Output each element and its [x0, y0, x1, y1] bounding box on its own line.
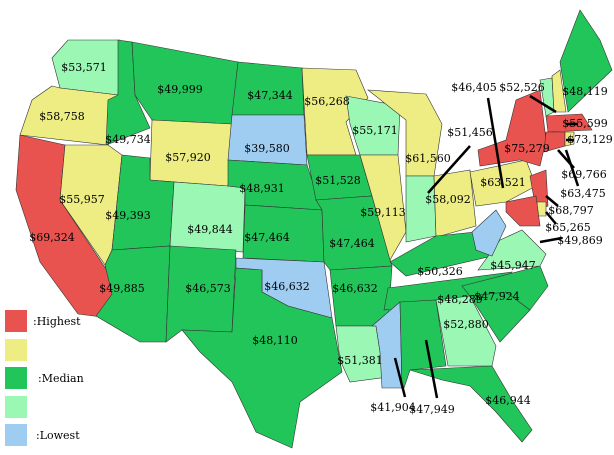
state-label: $56,268	[304, 95, 350, 108]
state-label: $50,326	[417, 265, 463, 278]
state	[471, 209, 507, 257]
callout-line	[539, 236, 563, 244]
state-label: $49,885	[99, 282, 145, 295]
state-label: $55,957	[59, 193, 105, 206]
state-label: $48,119	[562, 85, 608, 98]
state-label: $65,265	[545, 221, 591, 234]
state-label: $58,758	[39, 110, 85, 123]
state-label: $68,797	[548, 204, 594, 217]
state	[405, 175, 437, 243]
legend-label: :Lowest	[36, 429, 80, 442]
state-label: $47,464	[244, 231, 290, 244]
state-label: $46,405	[451, 81, 497, 94]
state-label: $47,924	[474, 290, 520, 303]
state-label: $46,632	[264, 280, 310, 293]
state-label: $52,526	[499, 81, 545, 94]
callout-line	[393, 357, 407, 398]
state-label: $39,580	[244, 142, 290, 155]
state-label: $47,344	[247, 89, 293, 102]
state-label: $45,947	[490, 259, 536, 272]
state-label: $75,279	[504, 142, 550, 155]
state-label: $51,528	[315, 174, 361, 187]
callout-line	[564, 149, 580, 187]
legend-swatch	[5, 396, 27, 418]
state-label: $59,113	[360, 206, 406, 219]
state-label: $69,324	[29, 231, 75, 244]
state-label: $73,129	[567, 133, 613, 146]
state-label: $47,464	[329, 237, 375, 250]
state-label: $46,632	[332, 282, 378, 295]
state	[435, 295, 497, 367]
state-label: $47,949	[409, 403, 455, 416]
callout-line	[529, 94, 557, 114]
state-label: $49,844	[187, 223, 233, 236]
state	[169, 181, 246, 253]
state	[359, 154, 407, 261]
legend-swatch	[5, 339, 27, 361]
callout-line	[486, 97, 505, 189]
state-label: $49,734	[105, 133, 151, 146]
state-label: $48,289	[437, 293, 483, 306]
legend-swatch	[5, 424, 27, 446]
callout-line	[545, 195, 559, 207]
state-label: $49,393	[105, 209, 151, 222]
state-label: $55,171	[352, 124, 398, 137]
state-label: $53,571	[61, 61, 107, 74]
legend-swatch	[5, 310, 27, 332]
state	[409, 365, 533, 443]
state-label: $69,766	[561, 168, 607, 181]
callout-line	[545, 211, 557, 225]
state	[505, 195, 541, 227]
state-label: $63,521	[480, 176, 526, 189]
state-label: $49,999	[157, 83, 203, 96]
state-label: $52,880	[443, 318, 489, 331]
legend-label: :Median	[38, 372, 84, 385]
state-label: $57,920	[165, 151, 211, 164]
state-label: $55,599	[562, 117, 608, 130]
state-label: $49,869	[557, 234, 603, 247]
state-label: $51,456	[447, 126, 493, 139]
legend-swatch	[5, 367, 27, 389]
state	[433, 169, 477, 237]
state-label: $46,573	[185, 282, 231, 295]
state	[559, 9, 613, 113]
state-label: $41,904	[370, 401, 416, 414]
state-label: $58,092	[425, 193, 471, 206]
state	[227, 114, 308, 166]
state	[181, 267, 343, 449]
state-label: $48,931	[239, 182, 285, 195]
callout-line	[427, 145, 471, 194]
state-label: $51,381	[337, 354, 383, 367]
state-label: $48,110	[252, 334, 298, 347]
state	[551, 69, 567, 113]
state-label: $46,944	[485, 394, 531, 407]
legend-label: :Highest	[33, 315, 81, 328]
callout-line	[424, 339, 439, 399]
state-label: $61,560	[405, 152, 451, 165]
state-label: $63,475	[560, 187, 606, 200]
